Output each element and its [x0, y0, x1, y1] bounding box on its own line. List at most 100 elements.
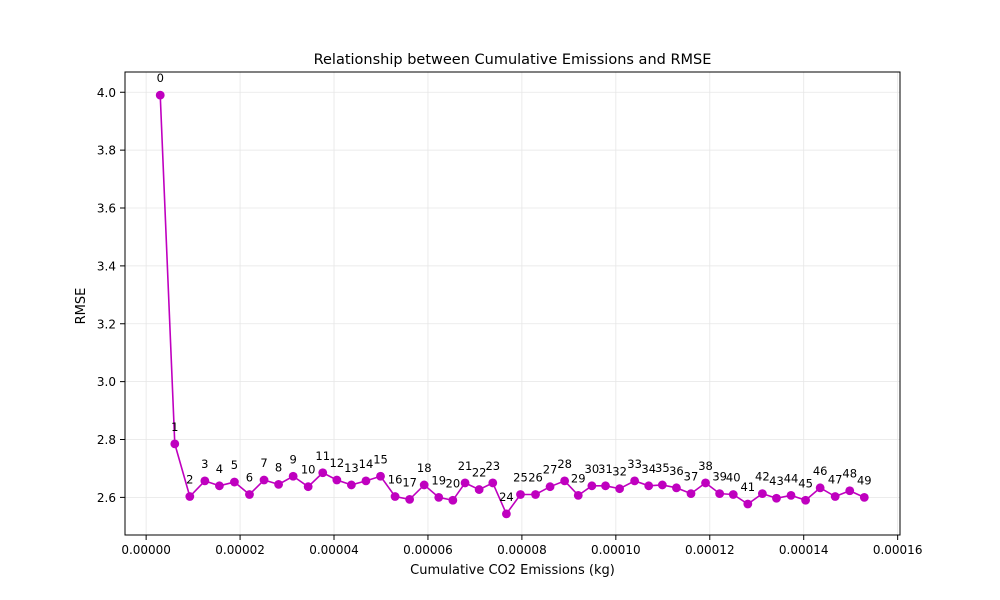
y-axis-ticks: 2.6 2.8 3.0 3.2 3.4 3.6 3.8 4.0 — [97, 86, 125, 505]
data-point-label: 4 — [216, 462, 223, 476]
data-point-marker — [728, 490, 738, 499]
data-point-marker — [460, 478, 470, 488]
data-point-label: 40 — [726, 470, 741, 484]
data-point-label: 43 — [769, 474, 784, 488]
data-point-marker — [644, 481, 654, 491]
data-point-label: 21 — [458, 459, 473, 473]
data-point-label: 11 — [315, 449, 330, 463]
data-point-label: 39 — [712, 470, 727, 484]
data-point-label: 44 — [784, 471, 799, 485]
data-point-label: 32 — [612, 465, 627, 479]
data-point-marker — [657, 480, 667, 490]
x-tick-label: 0.00006 — [403, 543, 453, 557]
data-point-marker — [601, 481, 610, 491]
plot-area-frame — [124, 71, 901, 536]
x-tick-label: 0.00014 — [779, 543, 829, 557]
data-point-marker — [560, 476, 570, 486]
data-point-marker — [587, 481, 597, 491]
data-point-marker — [390, 492, 400, 501]
data-point-marker — [772, 493, 781, 503]
data-point-label: 1 — [171, 420, 178, 434]
data-point-label: 14 — [359, 457, 374, 471]
data-point-marker — [488, 478, 498, 488]
data-point-marker — [245, 490, 254, 499]
data-point-label: 27 — [543, 463, 558, 477]
data-point-marker — [474, 485, 484, 494]
data-point-label: 23 — [485, 459, 500, 473]
x-axis-ticks: 0.00000 0.00002 0.00004 0.00006 0.00008 0.000… — [121, 535, 922, 557]
data-point-label: 42 — [755, 470, 770, 484]
data-point-label: 8 — [275, 460, 282, 474]
data-point-marker — [516, 490, 525, 499]
data-point-label: 28 — [557, 457, 572, 471]
data-point-label: 5 — [231, 458, 238, 472]
data-point-label: 45 — [798, 476, 813, 490]
data-point-marker — [743, 499, 753, 509]
x-tick-label: 0.00004 — [309, 543, 359, 557]
data-point-label: 31 — [598, 462, 613, 476]
data-point-marker — [434, 492, 444, 502]
data-point-marker — [501, 509, 511, 519]
data-point-marker — [672, 483, 681, 493]
y-tick-label: 3.4 — [97, 259, 116, 273]
data-point-marker — [801, 495, 810, 505]
data-point-label: 25 — [513, 470, 528, 484]
data-point-label: 15 — [373, 452, 388, 466]
y-tick-label: 2.8 — [97, 433, 116, 447]
data-point-marker — [630, 476, 640, 486]
x-axis-label: Cumulative CO2 Emissions (kg) — [410, 563, 615, 578]
data-point-label: 48 — [842, 467, 857, 481]
x-tick-label: 0.00000 — [121, 543, 171, 557]
y-tick-label: 3.6 — [97, 202, 116, 216]
data-point-marker — [815, 483, 825, 493]
data-point-label: 10 — [301, 463, 316, 477]
data-point-label: 30 — [585, 462, 600, 476]
data-point-marker — [288, 471, 298, 481]
data-point-label: 2 — [186, 473, 193, 487]
x-tick-label: 0.00016 — [873, 543, 923, 557]
x-tick-label: 0.00002 — [215, 543, 265, 557]
data-point-marker — [185, 492, 195, 501]
data-point-label: 13 — [344, 461, 359, 475]
data-point-marker — [274, 479, 283, 489]
data-point-label: 22 — [472, 466, 487, 480]
data-point-label: 49 — [857, 473, 872, 487]
data-point-marker — [419, 480, 429, 490]
y-tick-label: 3.8 — [97, 144, 116, 158]
data-point-label: 0 — [157, 71, 164, 85]
data-point-marker — [686, 489, 696, 499]
x-tick-label: 0.00008 — [497, 543, 547, 557]
data-point-marker — [346, 480, 356, 490]
data-point-label: 17 — [402, 475, 417, 489]
data-point-label: 46 — [813, 464, 828, 478]
data-point-marker — [701, 478, 710, 488]
data-point-label: 12 — [330, 456, 345, 470]
data-point-marker — [615, 484, 624, 494]
data-point-marker — [715, 489, 725, 499]
data-point-marker — [170, 439, 180, 449]
data-point-label: 19 — [431, 473, 446, 487]
data-point-label: 33 — [627, 457, 642, 471]
data-point-label: 24 — [499, 490, 514, 504]
data-point-label: 9 — [289, 452, 296, 466]
data-point-marker — [303, 482, 313, 492]
data-point-label: 18 — [417, 461, 432, 475]
data-point-label: 47 — [828, 473, 843, 487]
data-point-marker — [830, 492, 840, 501]
data-point-marker — [215, 481, 224, 491]
data-point-marker — [318, 468, 328, 478]
y-tick-label: 2.6 — [97, 491, 116, 505]
data-point-marker — [230, 477, 239, 487]
data-point-marker — [448, 495, 458, 505]
data-point-label: 41 — [740, 480, 755, 494]
data-point-marker — [405, 495, 415, 504]
data-point-marker — [259, 475, 269, 485]
data-point-label: 38 — [698, 459, 713, 473]
data-point-marker — [545, 482, 555, 492]
data-point-marker — [155, 90, 165, 100]
data-point-marker — [573, 490, 583, 500]
data-point-marker — [332, 475, 342, 485]
